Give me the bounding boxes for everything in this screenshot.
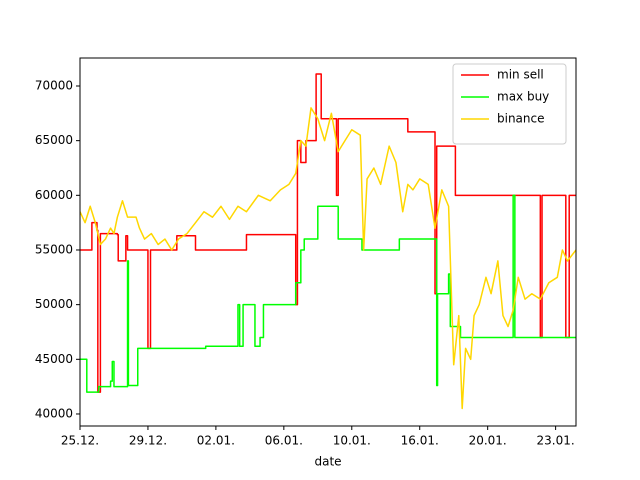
series-line [80, 73, 576, 393]
legend-box [452, 63, 567, 145]
x-tick-label: 20.01. [469, 434, 507, 448]
x-axis-label: date [314, 455, 341, 469]
series-line [80, 194, 576, 393]
legend-label: max buy [497, 90, 549, 104]
x-tick-label: 10.01. [333, 434, 371, 448]
series-line [80, 107, 576, 410]
x-tick-label: 06.01. [265, 434, 303, 448]
y-tick-label: 60000 [35, 188, 73, 202]
y-tick-label: 55000 [35, 242, 73, 256]
x-tick-label: 23.01. [537, 434, 575, 448]
plot-frame [79, 57, 577, 427]
y-tick-label: 50000 [35, 297, 73, 311]
x-tick-label: 25.12. [61, 434, 99, 448]
y-tick-label: 65000 [35, 133, 73, 147]
y-tick-label: 70000 [35, 78, 73, 92]
x-tick-label: 02.01. [197, 434, 235, 448]
x-tick-label: 16.01. [401, 434, 439, 448]
y-tick-label: 40000 [35, 406, 73, 420]
x-tick-label: 29.12. [129, 434, 167, 448]
legend-label: min sell [497, 68, 544, 82]
legend-label: binance [497, 112, 545, 126]
y-tick-label: 45000 [35, 352, 73, 366]
